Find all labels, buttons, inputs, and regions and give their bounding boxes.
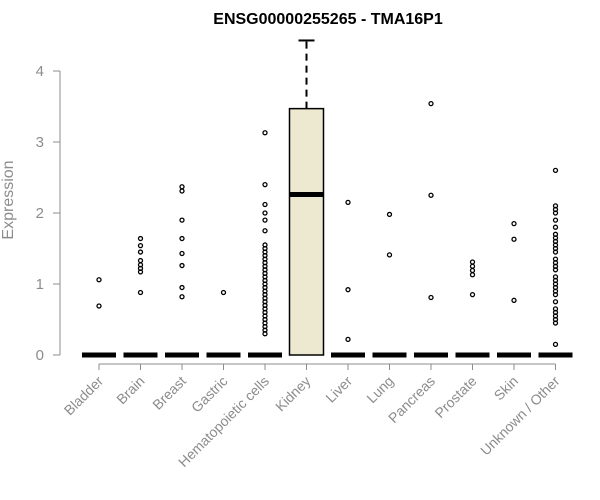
x-tick-label: Kidney — [272, 373, 314, 415]
outlier-point — [428, 294, 434, 301]
box-lung — [372, 211, 407, 358]
outlier-point — [552, 256, 559, 262]
outlier-point — [220, 289, 227, 296]
outlier-point — [469, 272, 476, 278]
y-tick-label: 4 — [36, 63, 44, 80]
outlier-point — [262, 228, 268, 234]
outlier-point — [552, 167, 559, 174]
outlier-point — [262, 201, 268, 208]
box-kidney — [288, 39, 325, 356]
outlier-point — [262, 210, 268, 216]
box-gastric — [206, 289, 241, 358]
outlier-point — [96, 303, 102, 309]
box-bladder — [82, 277, 116, 358]
outlier-point — [511, 220, 517, 227]
box-pancreas — [414, 101, 448, 358]
box — [288, 107, 325, 356]
outlier-point — [552, 341, 559, 348]
outlier-point — [386, 211, 393, 218]
x-tick-label: Bladder — [61, 373, 107, 419]
outlier-point — [262, 217, 268, 223]
outlier-point — [552, 203, 559, 209]
outlier-point — [552, 306, 559, 312]
outlier-point — [552, 299, 559, 305]
outlier-point — [345, 336, 351, 343]
outlier-point — [552, 217, 559, 223]
outlier-point — [552, 224, 559, 230]
outlier-point — [428, 101, 434, 107]
outlier-point — [511, 236, 517, 242]
box-breast — [165, 184, 199, 358]
outlier-point — [552, 274, 559, 280]
box-unknown-other — [538, 167, 573, 358]
outlier-point — [179, 235, 185, 242]
outlier-point — [179, 284, 185, 291]
y-tick-label: 1 — [36, 276, 44, 293]
outlier-point — [552, 231, 559, 237]
y-axis-label: Expression — [0, 160, 17, 239]
x-tick-label: Liver — [322, 373, 355, 406]
box-hematopoietic-cells — [248, 130, 282, 358]
outlier-point — [96, 277, 102, 283]
y-tick-label: 2 — [36, 205, 44, 222]
y-axis: 0 1 2 3 4 — [36, 63, 61, 364]
box-skin — [497, 220, 531, 358]
outlier-point — [386, 252, 393, 258]
outlier-point — [345, 287, 351, 293]
x-tick-label: Breast — [149, 373, 189, 413]
x-tick-label: Brain — [113, 373, 147, 407]
outlier-point — [469, 267, 476, 274]
outlier-point — [137, 249, 144, 255]
x-tick-label: Skin — [491, 373, 522, 404]
outlier-point — [137, 257, 144, 264]
outlier-point — [262, 181, 268, 188]
x-tick-label: Lung — [363, 373, 396, 406]
x-tick-label: Unknown / Other — [477, 373, 563, 459]
plot-area — [82, 39, 573, 358]
outlier-point — [345, 199, 351, 206]
outlier-point — [179, 294, 185, 300]
box-liver — [331, 199, 365, 358]
outlier-point — [469, 263, 476, 269]
y-tick-label: 3 — [36, 134, 44, 151]
outlier-point — [137, 262, 144, 268]
outlier-point — [262, 242, 268, 248]
outlier-point — [137, 243, 144, 249]
outlier-point — [179, 188, 185, 194]
x-tick-label: Prostate — [431, 373, 479, 421]
outlier-point — [137, 289, 144, 296]
outlier-point — [262, 130, 268, 136]
outlier-point — [179, 250, 185, 257]
outlier-point — [511, 297, 517, 303]
chart-title: ENSG00000255265 - TMA16P1 — [213, 11, 443, 28]
y-tick-label: 0 — [36, 347, 44, 364]
outlier-point — [137, 235, 144, 242]
box-brain — [123, 235, 158, 358]
outlier-point — [469, 259, 476, 265]
outlier-point — [179, 184, 185, 190]
outlier-point — [469, 291, 476, 298]
outlier-point — [428, 192, 434, 198]
box-prostate — [455, 259, 490, 358]
outlier-point — [179, 217, 185, 223]
outlier-point — [179, 262, 185, 269]
